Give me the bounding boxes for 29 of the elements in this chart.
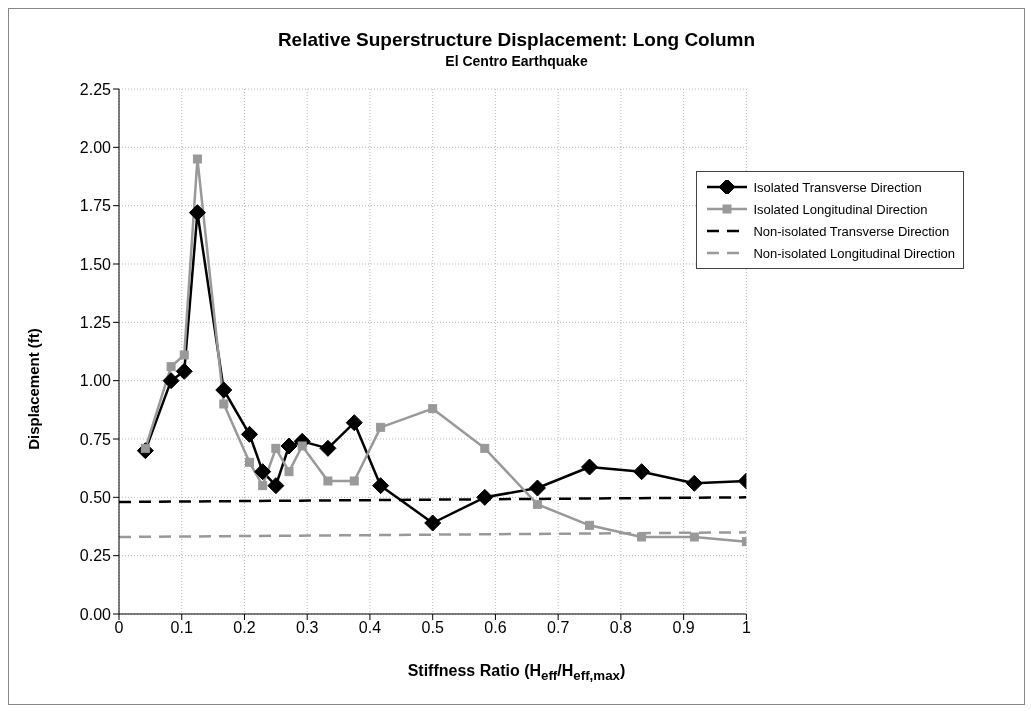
x-axis-title: Stiffness Ratio (H$_{eff}$/H$_{eff,max}$) [406, 662, 627, 684]
x-tick-label: 0.8 [609, 619, 633, 637]
x-tick-label: 0 [114, 619, 124, 637]
x-tick-label: 0.2 [233, 619, 256, 637]
x-tick-label: 0.7 [547, 619, 570, 637]
y-tick-label: 2.00 [79, 139, 112, 157]
x-tick-label: 0.3 [296, 619, 319, 637]
x-tick-label: 0.9 [672, 619, 695, 637]
x-tick-label: 0.6 [484, 619, 507, 637]
x-tick-label: 0.4 [358, 619, 382, 637]
y-tick-label: 1.00 [79, 372, 112, 390]
y-tick-label: 2.25 [79, 80, 112, 98]
x-tick-label: 0.5 [421, 619, 444, 637]
y-tick-label: 1.25 [79, 314, 112, 332]
x-tick-label: 1 [741, 619, 751, 637]
legend-label: Isolated Longitudinal Direction [753, 201, 928, 217]
y-tick-label: 0.50 [79, 489, 112, 507]
y-tick-label: 0.00 [79, 605, 112, 623]
y-tick-label: 1.50 [79, 255, 112, 273]
y-tick-label: 1.75 [79, 197, 112, 215]
y-tick-label: 0.75 [79, 430, 112, 448]
legend-label: Isolated Transverse Direction [753, 179, 922, 195]
chart-title: Relative Superstructure Displacement: Long Column [276, 29, 757, 51]
y-axis-title: Displacement (ft) [24, 328, 42, 450]
legend-label: Non-isolated Transverse Direction [753, 223, 950, 239]
legend-label: Non-isolated Longitudinal Direction [753, 245, 955, 261]
chart-subtitle: El Centro Earthquake [444, 53, 589, 69]
x-tick-label: 0.1 [170, 619, 193, 637]
y-tick-label: 0.25 [79, 547, 112, 565]
